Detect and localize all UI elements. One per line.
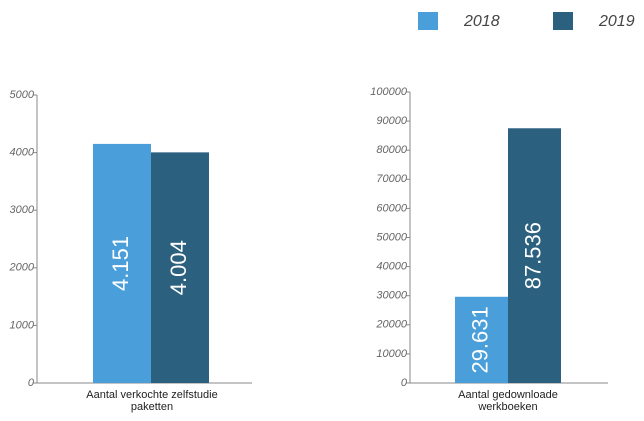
x-tick-label-box: Aantal verkochte zelfstudie paketten (86, 389, 218, 413)
y-tick-label: 5000 (10, 89, 35, 101)
bar (151, 152, 209, 383)
legend-label: 2019 (598, 13, 635, 30)
y-tick-label: 2000 (9, 262, 35, 274)
y-tick-label: 40000 (376, 261, 407, 273)
x-tick-label: Aantal gedownloade werkboeken (458, 389, 558, 413)
y-tick-label: 1000 (10, 319, 35, 331)
y-tick-label: 30000 (376, 290, 407, 302)
data-label: 4.004 (166, 240, 191, 295)
bar (455, 296, 508, 383)
y-tick-label: 80000 (376, 144, 407, 156)
y-tick-label: 50000 (376, 231, 407, 243)
y-tick-label: 70000 (376, 173, 407, 185)
y-tick-label: 0 (28, 377, 35, 389)
x-tick-label-box: Aantal gedownloade werkboeken (458, 389, 558, 413)
data-label: 4.151 (108, 236, 133, 291)
y-tick-label: 20000 (375, 319, 407, 331)
y-tick-label: 10000 (376, 348, 407, 360)
legend-swatch (418, 12, 438, 30)
y-tick-label: 100000 (370, 86, 408, 98)
y-tick-label: 60000 (376, 202, 407, 214)
bar (93, 143, 151, 383)
legend-swatch (553, 12, 573, 30)
legend-label: 2018 (463, 13, 500, 30)
data-label: 29.631 (467, 306, 492, 373)
y-tick-label: 90000 (376, 115, 407, 127)
data-label: 87.536 (520, 222, 545, 289)
y-tick-label: 3000 (10, 204, 35, 216)
y-tick-label: 4000 (10, 147, 35, 159)
bar (508, 128, 561, 383)
y-tick-label: 0 (401, 377, 408, 389)
x-tick-label: Aantal verkochte zelfstudie paketten (86, 389, 218, 413)
